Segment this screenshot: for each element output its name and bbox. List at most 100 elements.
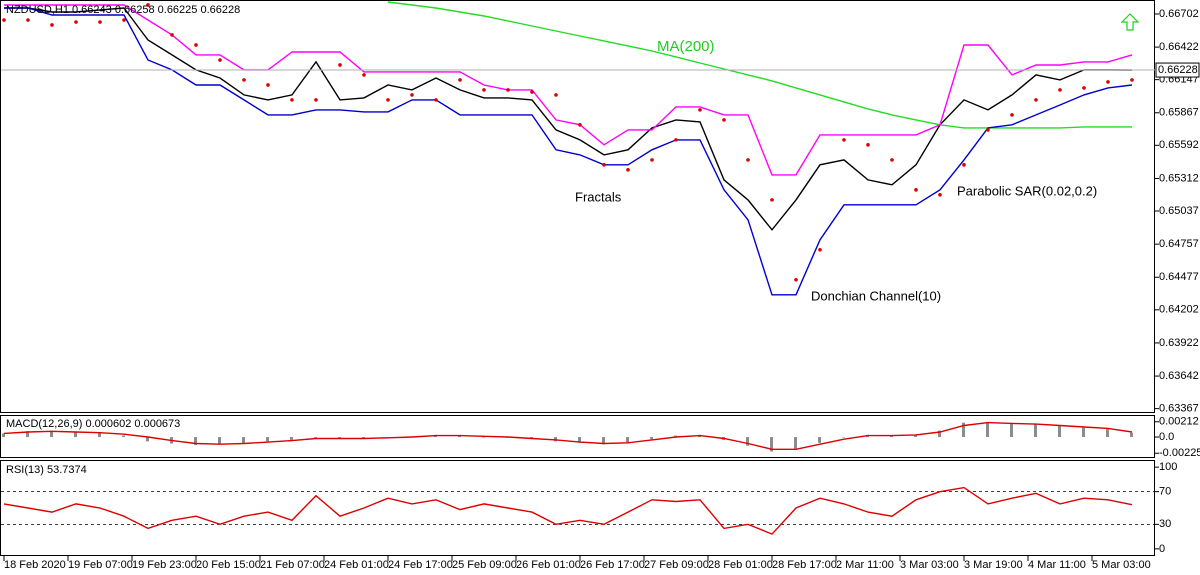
y-tick-label: 0.65592 [1159, 139, 1199, 151]
macd-bar [818, 437, 821, 443]
macd-bar [50, 431, 53, 438]
y-tick-label: 0.65037 [1159, 205, 1199, 217]
macd-bar [26, 431, 29, 438]
x-tick-label: 25 Feb 09:00 [452, 559, 517, 571]
sar-dot [722, 118, 726, 122]
macd-bar [338, 437, 341, 439]
x-tick-label: 19 Feb 07:00 [68, 559, 133, 571]
sar-dot [1010, 113, 1014, 117]
annotation: Fractals [575, 189, 622, 204]
y-tick-label: 0.65312 [1159, 172, 1199, 184]
y-tick-label: 30 [1159, 518, 1171, 530]
sar-dot [578, 123, 582, 127]
main-panel [0, 0, 1155, 413]
sar-dot [1130, 78, 1134, 82]
macd-bar [1106, 429, 1109, 438]
macd-bar [1034, 424, 1037, 438]
sar-dot [938, 192, 942, 197]
sar-dot [962, 163, 966, 167]
sar-dot [530, 90, 534, 94]
macd-bar [770, 437, 773, 452]
macd-bar [2, 433, 5, 438]
sar-dot [314, 98, 318, 102]
x-tick-label: 24 Feb 17:00 [388, 559, 453, 571]
series-annotation: Parabolic SAR(0.02,0.2) [957, 183, 1097, 198]
x-tick-label: 28 Feb 01:00 [708, 559, 773, 571]
macd-bar [674, 435, 677, 438]
x-tick-label: 27 Feb 09:00 [644, 559, 709, 571]
sar-dot [794, 277, 798, 282]
sar-dot [26, 18, 30, 22]
main-title: NZDUSD,H1 0.66243 0.66258 0.66225 0.6622… [6, 4, 240, 16]
sar-dot [1058, 88, 1062, 92]
macd-bar [74, 431, 77, 438]
macd-bar [578, 437, 581, 443]
current-price-box [1155, 62, 1200, 78]
sar-dot [98, 20, 102, 24]
sar-dot [842, 138, 846, 142]
macd-bar [986, 421, 989, 438]
macd-bar [146, 437, 149, 442]
sar-dot [698, 108, 702, 112]
sar-dot [1082, 86, 1086, 90]
sar-dot [674, 138, 678, 142]
y-tick-label: 0.64477 [1159, 271, 1199, 283]
macd-bar [1058, 425, 1061, 438]
sar-dot [770, 198, 774, 202]
macd-bar [314, 437, 317, 438]
macd-bar [194, 437, 197, 445]
macd-bar [794, 437, 797, 449]
sar-dot [338, 63, 342, 67]
y-tick-label: 0.66702 [1159, 8, 1199, 20]
sar-dot [890, 158, 894, 162]
x-tick-label: 18 Feb 2020 [4, 559, 66, 571]
sar-dot [746, 158, 750, 162]
macd-bar [482, 437, 485, 438]
sar-dot [362, 73, 366, 77]
series-line [4, 4, 1133, 176]
sar-dot [1034, 98, 1038, 102]
rsi-title: RSI(13) 53.7374 [6, 464, 87, 476]
sar-dot [386, 98, 390, 102]
macd-bar [602, 437, 605, 445]
macd-bar [530, 437, 533, 439]
macd-bar [290, 437, 293, 440]
y-tick-label: -0.00225 [1159, 447, 1200, 459]
sar-dot [170, 33, 174, 37]
y-tick-label: 0.0 [1159, 431, 1174, 443]
macd-bar [122, 435, 125, 438]
y-tick-label: 70 [1159, 486, 1171, 498]
sar-dot [914, 188, 918, 192]
macd-bar [626, 437, 629, 443]
y-tick-label: 0.64202 [1159, 304, 1199, 316]
series-line [3, 421, 1133, 450]
sar-dot [194, 43, 198, 47]
x-tick-label: 26 Feb 01:00 [516, 559, 581, 571]
y-tick-label: 0.64757 [1159, 238, 1199, 250]
series-line [387, 1, 1132, 129]
rsi-panel [0, 460, 1155, 556]
x-tick-label: 19 Feb 23:00 [132, 559, 197, 571]
y-tick-label: 0.63642 [1159, 370, 1199, 382]
macd-bar [1130, 432, 1133, 438]
x-tick-label: 2 Mar 11:00 [836, 559, 894, 571]
macd-bar [362, 437, 365, 439]
macd-bar [890, 435, 893, 438]
macd-bar [218, 437, 221, 445]
x-tick-label: 28 Feb 17:00 [772, 559, 837, 571]
sar-dot [986, 128, 990, 132]
macd-bar [650, 437, 653, 440]
macd-bar [746, 437, 749, 446]
series-line [4, 7, 1133, 296]
x-tick-label: 20 Feb 15:00 [196, 559, 261, 571]
macd-title: MACD(12,26,9) 0.000602 0.000673 [6, 418, 180, 430]
macd-bar [842, 437, 845, 438]
sar-dot [506, 88, 510, 92]
sar-dot [1106, 80, 1110, 84]
sar-dot [626, 168, 630, 172]
macd-bar [1082, 427, 1085, 438]
x-tick-label: 26 Feb 17:00 [580, 559, 645, 571]
x-tick-label: 5 Mar 03:00 [1092, 559, 1151, 571]
